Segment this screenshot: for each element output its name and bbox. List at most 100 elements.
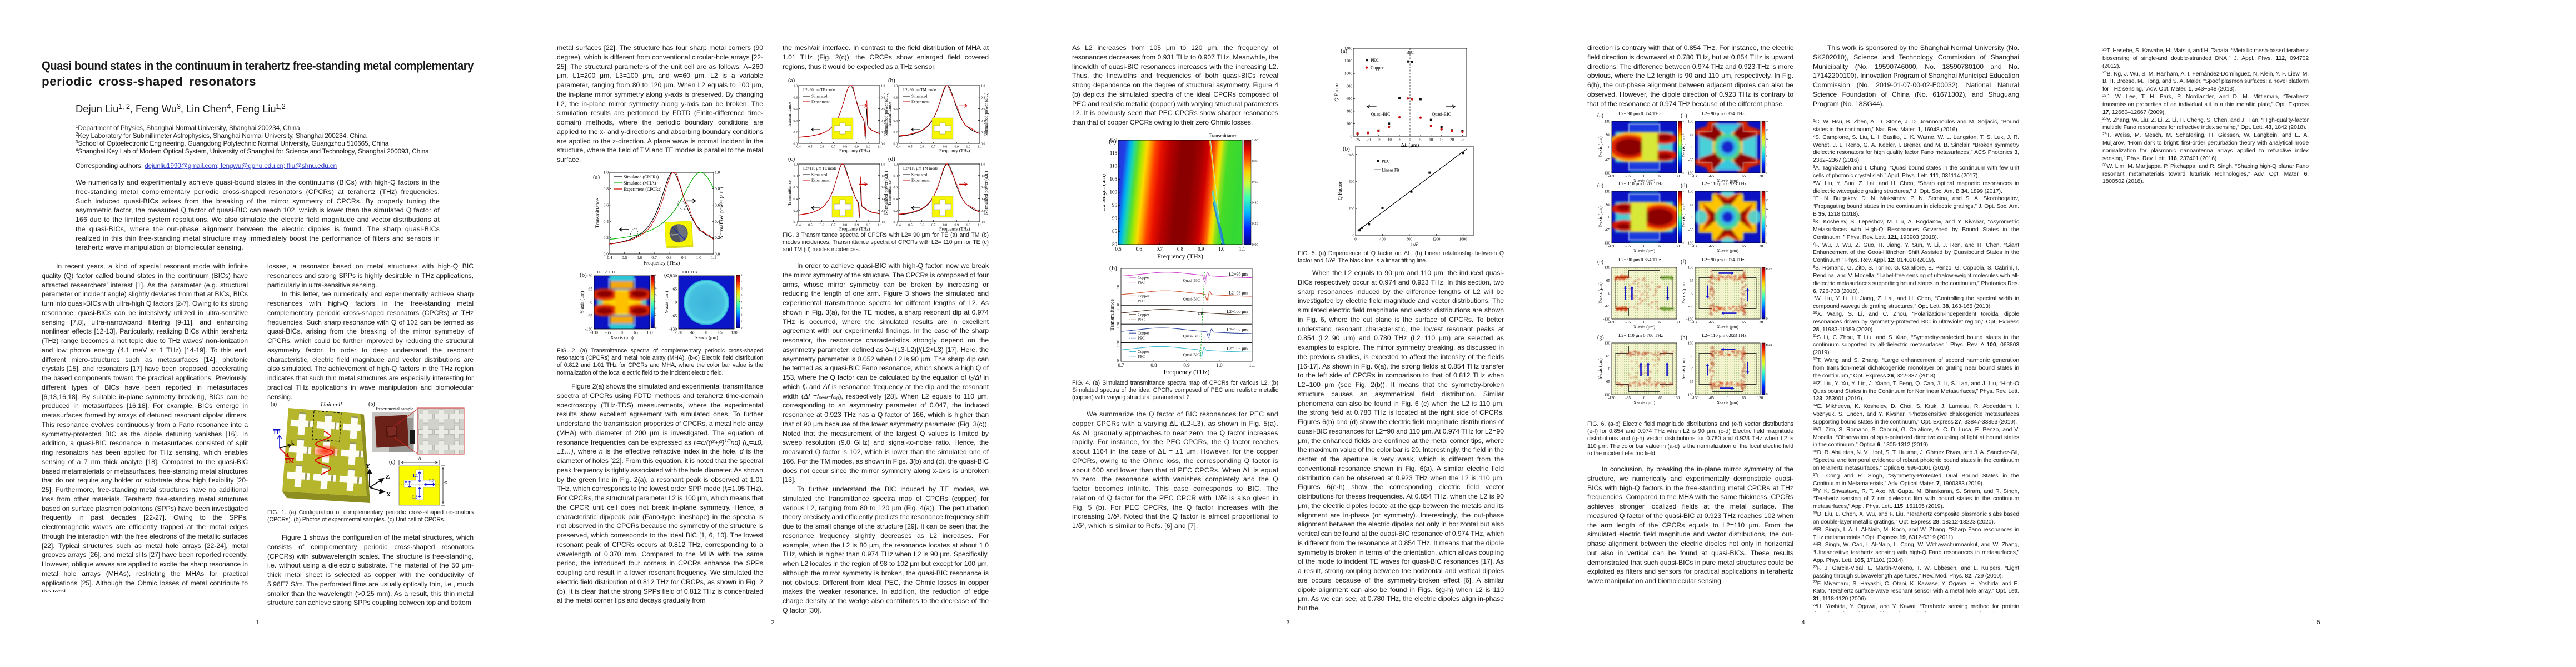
svg-text:0: 0: [1608, 145, 1611, 150]
svg-text:-5: -5: [1398, 138, 1401, 142]
svg-text:0.5: 0.5: [1115, 246, 1122, 252]
svg-text:130: 130: [671, 273, 677, 278]
svg-text:0: 0: [1692, 145, 1694, 150]
svg-text:-10: -10: [1387, 138, 1392, 142]
svg-text:0.4: 0.4: [794, 120, 798, 123]
svg-text:-65: -65: [1688, 304, 1694, 308]
svg-text:0.6: 0.6: [794, 108, 798, 111]
svg-text:X-axis (μm): X-axis (μm): [1633, 325, 1656, 330]
svg-text:0.8: 0.8: [604, 186, 609, 191]
svg-text:0.9: 0.9: [955, 224, 959, 227]
svg-text:-130: -130: [1686, 393, 1693, 397]
svg-text:1.01 THz: 1.01 THz: [682, 270, 698, 275]
svg-text:0.4: 0.4: [881, 120, 885, 123]
svg-text:3: 3: [741, 307, 743, 310]
svg-text:-130: -130: [1608, 396, 1616, 400]
svg-text:Λ: Λ: [443, 480, 449, 484]
svg-text:(b): (b): [1109, 264, 1117, 272]
svg-text:Copper: Copper: [1138, 350, 1149, 354]
svg-text:100: 100: [1110, 190, 1118, 195]
svg-text:130: 130: [586, 273, 593, 278]
svg-text:25: 25: [1461, 138, 1465, 142]
svg-text:L2= 110 μm 0.780 THz: L2= 110 μm 0.780 THz: [1618, 181, 1663, 186]
svg-text:L2= 110 μm 0.923 THz: L2= 110 μm 0.923 THz: [1702, 181, 1747, 186]
svg-text:-65: -65: [1688, 228, 1694, 232]
svg-text:0.6: 0.6: [894, 108, 898, 111]
svg-text:1200: 1200: [1344, 59, 1353, 63]
svg-text:1.0: 1.0: [966, 146, 970, 149]
svg-text:65: 65: [1658, 396, 1663, 400]
svg-text:BIC: BIC: [1198, 311, 1205, 316]
svg-text:L3: L3: [412, 495, 417, 500]
svg-text:1.1: 1.1: [878, 224, 882, 227]
svg-text:0.4: 0.4: [881, 198, 885, 201]
svg-text:130: 130: [1605, 266, 1611, 270]
svg-text:L2= 110 μm 0.923 THz: L2= 110 μm 0.923 THz: [1702, 332, 1747, 338]
svg-text:130: 130: [1688, 190, 1694, 194]
svg-text:0.5: 0.5: [808, 224, 813, 227]
svg-text:-65: -65: [1626, 174, 1631, 178]
svg-text:0: 0: [1692, 291, 1694, 296]
svg-text:0: 0: [1643, 244, 1646, 248]
svg-text:1.0: 1.0: [894, 163, 898, 167]
svg-text:-65: -65: [1626, 320, 1631, 325]
svg-text:-65: -65: [587, 313, 592, 318]
svg-text:0.9: 0.9: [955, 146, 959, 149]
svg-text:Experiment: Experiment: [811, 178, 830, 183]
svg-text:200: 200: [1347, 122, 1353, 126]
svg-text:0: 0: [1353, 234, 1355, 238]
svg-text:Y: Y: [366, 463, 370, 470]
svg-text:-130: -130: [1692, 244, 1699, 248]
svg-text:L1: L1: [413, 473, 418, 478]
svg-text:-20: -20: [1366, 138, 1371, 142]
svg-text:1.0: 1.0: [981, 85, 985, 88]
svg-text:1: 1: [1117, 306, 1119, 311]
svg-text:18: 18: [1766, 120, 1769, 123]
svg-text:(c): (c): [1597, 183, 1603, 189]
svg-text:-65: -65: [1709, 244, 1715, 248]
svg-text:diameter: diameter: [670, 233, 679, 236]
svg-text:0.0: 0.0: [894, 221, 898, 225]
svg-text:115: 115: [1110, 150, 1118, 156]
svg-text:1.1: 1.1: [878, 146, 882, 149]
svg-text:600: 600: [1347, 97, 1353, 101]
svg-text:130: 130: [1757, 174, 1763, 178]
svg-text:0.6: 0.6: [981, 186, 985, 190]
svg-text:1.0: 1.0: [866, 224, 870, 227]
svg-text:PEC: PEC: [1138, 281, 1145, 285]
svg-text:0: 0: [1766, 317, 1768, 321]
svg-text:0.4: 0.4: [604, 219, 609, 224]
svg-text:6: 6: [1766, 225, 1768, 227]
svg-text:PEC: PEC: [1138, 355, 1145, 359]
svg-text:(a): (a): [1341, 48, 1348, 54]
svg-text:65: 65: [1606, 278, 1611, 283]
svg-text:65: 65: [1690, 354, 1694, 359]
svg-text:130: 130: [1674, 174, 1680, 178]
svg-text:200: 200: [1349, 207, 1355, 211]
svg-text:L2= 90 μm 0.974 THz: L2= 90 μm 0.974 THz: [1702, 111, 1745, 116]
svg-text:Quasi-BIC: Quasi-BIC: [1183, 353, 1200, 357]
svg-text:-65: -65: [690, 330, 695, 335]
svg-text:BIC: BIC: [1406, 50, 1413, 55]
svg-text:6: 6: [655, 288, 657, 291]
svg-text:-65: -65: [1709, 174, 1715, 178]
svg-text:0.2: 0.2: [894, 131, 898, 135]
svg-text:0.2: 0.2: [881, 131, 885, 135]
svg-text:L2=110 μm TE mode: L2=110 μm TE mode: [803, 166, 836, 171]
svg-text:0.4: 0.4: [715, 219, 720, 224]
svg-text:0.8: 0.8: [894, 96, 898, 99]
svg-text:Experiment: Experiment: [911, 178, 930, 183]
svg-text:0.2: 0.2: [894, 210, 898, 213]
svg-text:0: 0: [1351, 135, 1353, 139]
svg-text:1.0: 1.0: [696, 255, 702, 260]
svg-text:-130: -130: [1608, 174, 1616, 178]
svg-text:400: 400: [1349, 180, 1355, 184]
svg-text:7: 7: [741, 281, 743, 284]
svg-text:1.1: 1.1: [978, 224, 982, 227]
svg-text:20: 20: [1450, 138, 1454, 142]
svg-text:0.8: 0.8: [794, 96, 798, 99]
svg-text:0: 0: [590, 300, 592, 305]
svg-text:Transmittance: Transmittance: [787, 102, 792, 127]
svg-text:0: 0: [1727, 244, 1729, 248]
svg-text:Y-axis (μm): Y-axis (μm): [579, 291, 585, 314]
